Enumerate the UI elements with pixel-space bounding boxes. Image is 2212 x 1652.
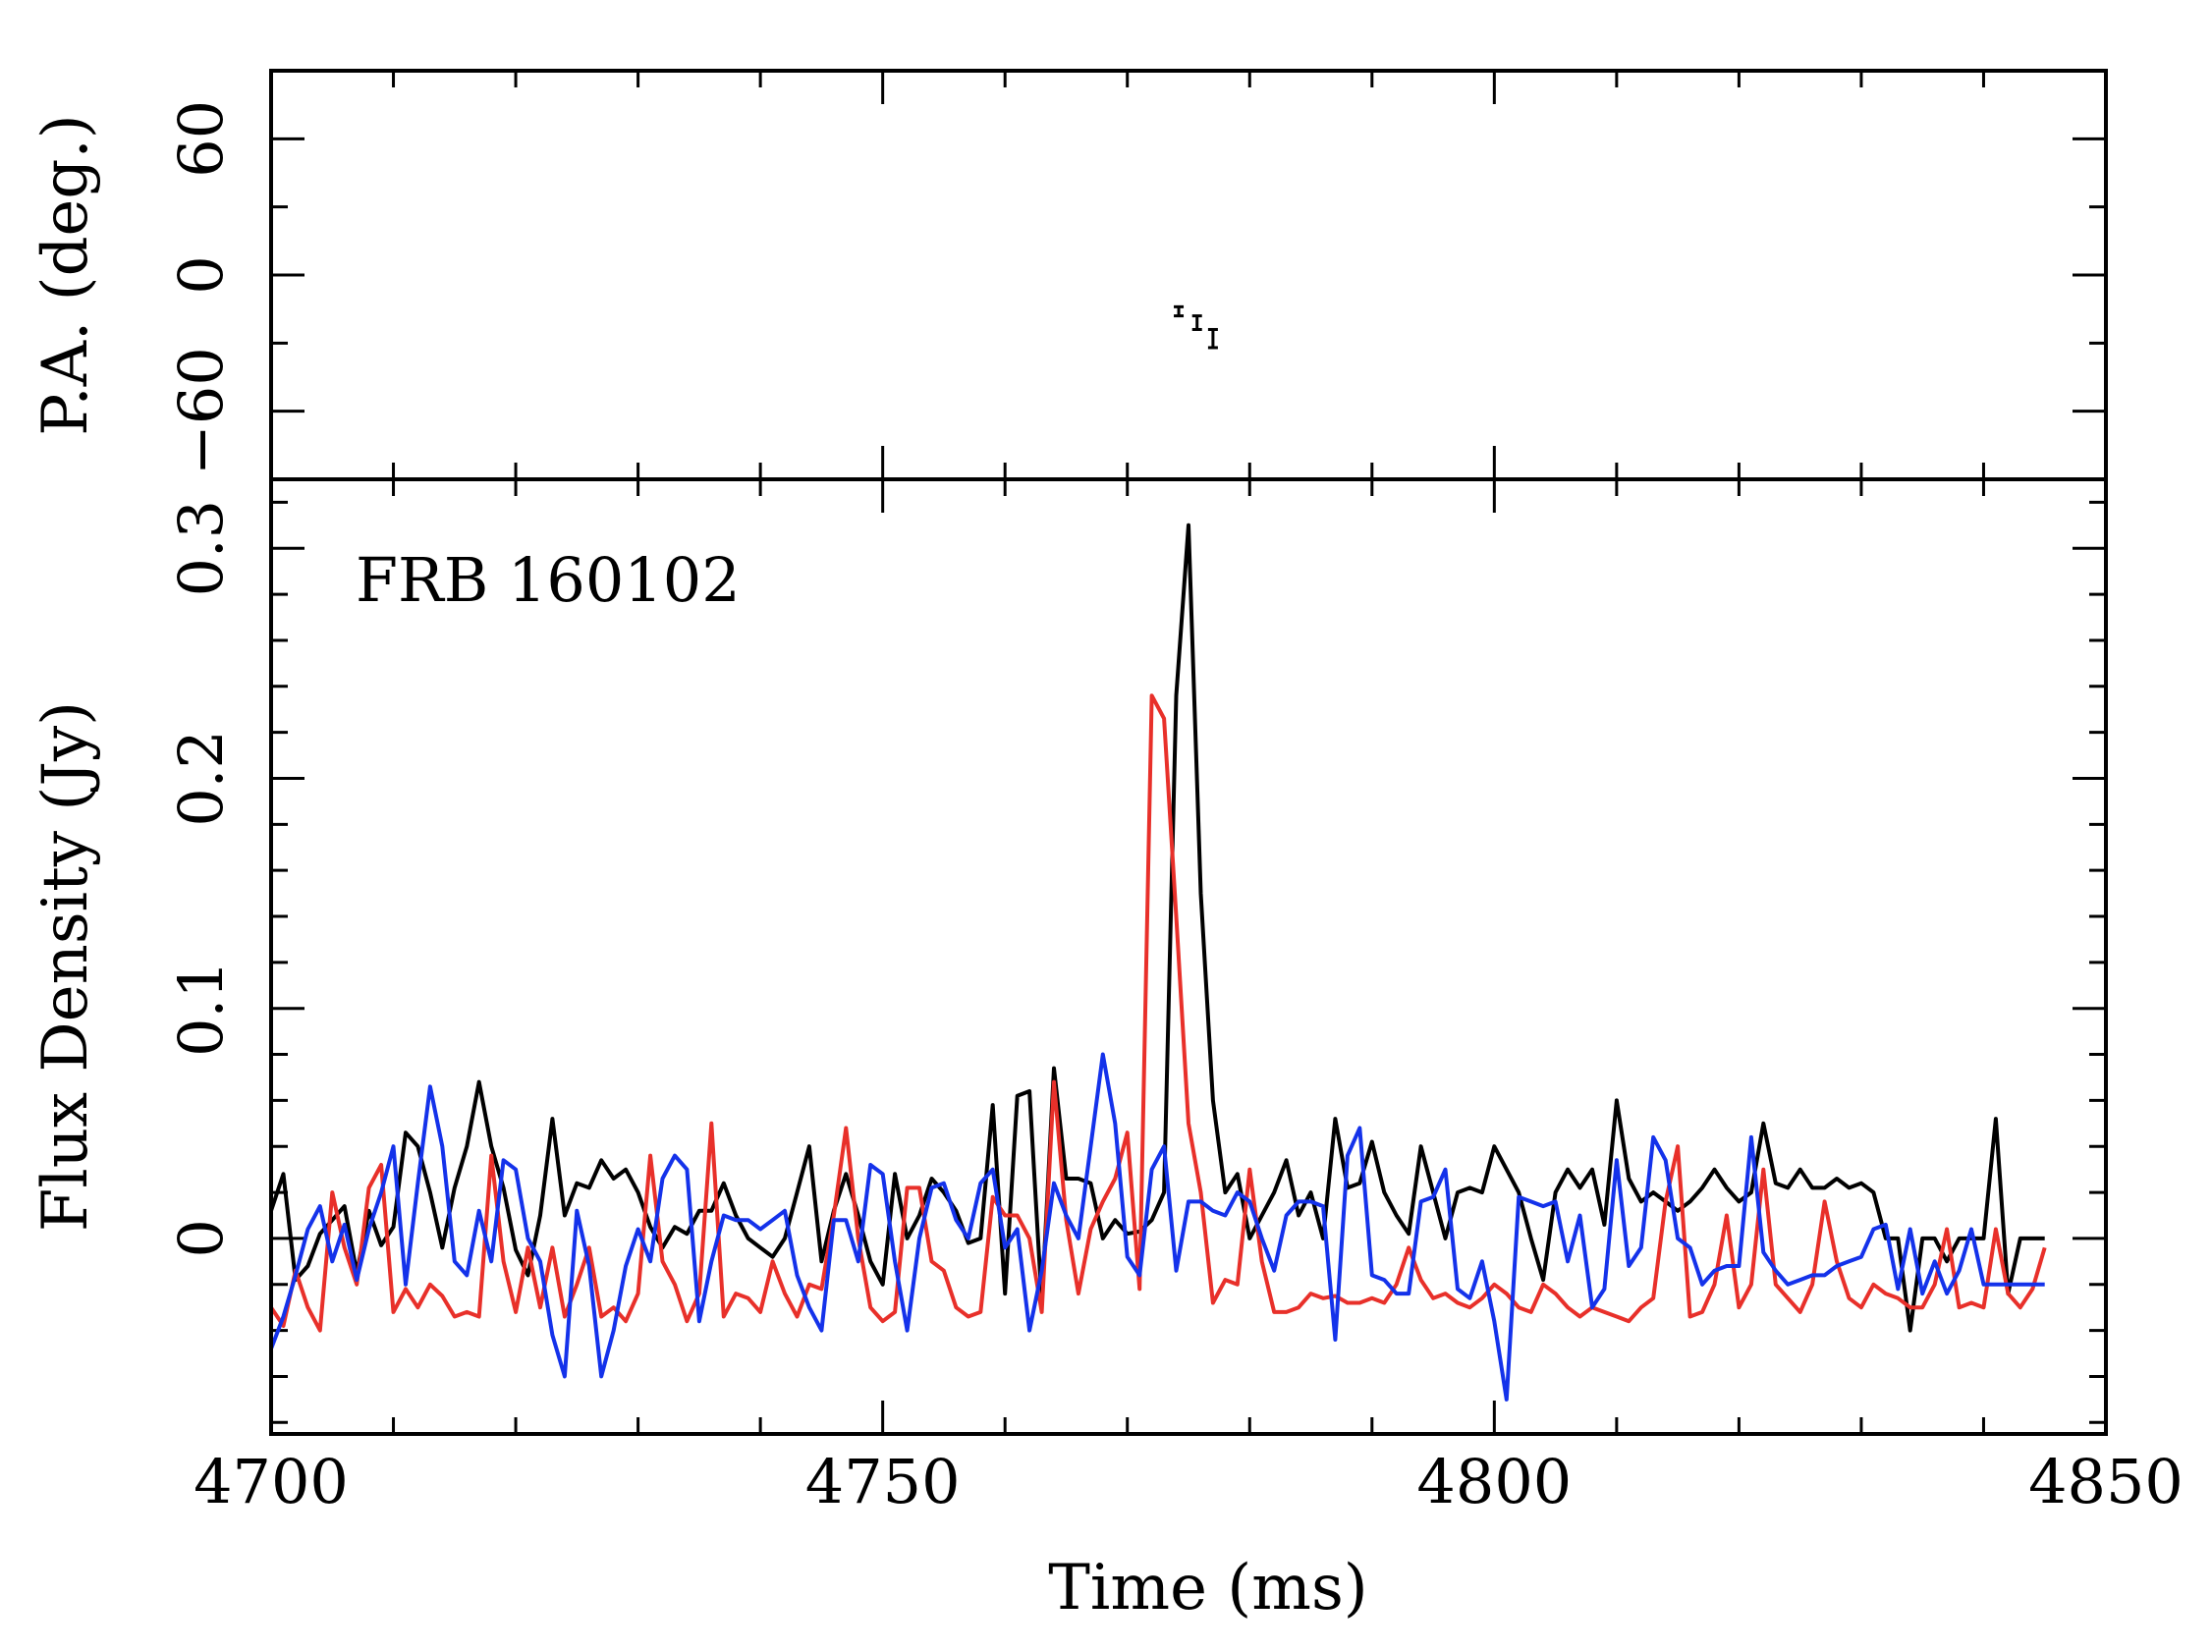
y-tick-label: −60 [165, 347, 237, 475]
bottom-panel-frame [269, 477, 2108, 1436]
top-panel-y-tick-labels: −60 0 60 [165, 100, 237, 475]
flux-density-panel: 0 0.1 0.2 0.3 4700 4750 4800 4850 FRB 160102 F… [29, 477, 2184, 1624]
x-tick-label: 4800 [1416, 1446, 1572, 1517]
x-tick-label: 4750 [805, 1446, 961, 1517]
total-intensity-line [269, 523, 2045, 1333]
y-tick-label: 0 [165, 255, 237, 294]
flux-axis-label: Flux Density (Jy) [29, 701, 102, 1232]
frb-annotation: FRB 160102 [356, 544, 741, 616]
bottom-panel-y-tick-labels: 0 0.1 0.2 0.3 [165, 500, 237, 1258]
position-angle-points [1174, 304, 1218, 350]
y-tick-label: 0.3 [165, 500, 237, 597]
x-tick-label: 4700 [194, 1446, 349, 1517]
pa-axis-label: P.A. (deg.) [29, 114, 102, 435]
pa-point [1207, 327, 1218, 350]
y-tick-label: 0.1 [165, 960, 237, 1057]
y-tick-label: 0.2 [165, 730, 237, 827]
time-axis-label: Time (ms) [1048, 1552, 1368, 1624]
y-tick-label: 0 [165, 1219, 237, 1257]
pa-point [1174, 304, 1185, 318]
x-tick-labels: 4700 4750 4800 4850 [194, 1446, 2184, 1517]
x-tick-label: 4850 [2028, 1446, 2184, 1517]
linear-polarization-line [269, 693, 2047, 1333]
flux-density-series [269, 523, 2047, 1402]
pa-point [1191, 314, 1202, 331]
circular-polarization-line [269, 1052, 2045, 1402]
y-tick-label: 60 [165, 100, 237, 178]
